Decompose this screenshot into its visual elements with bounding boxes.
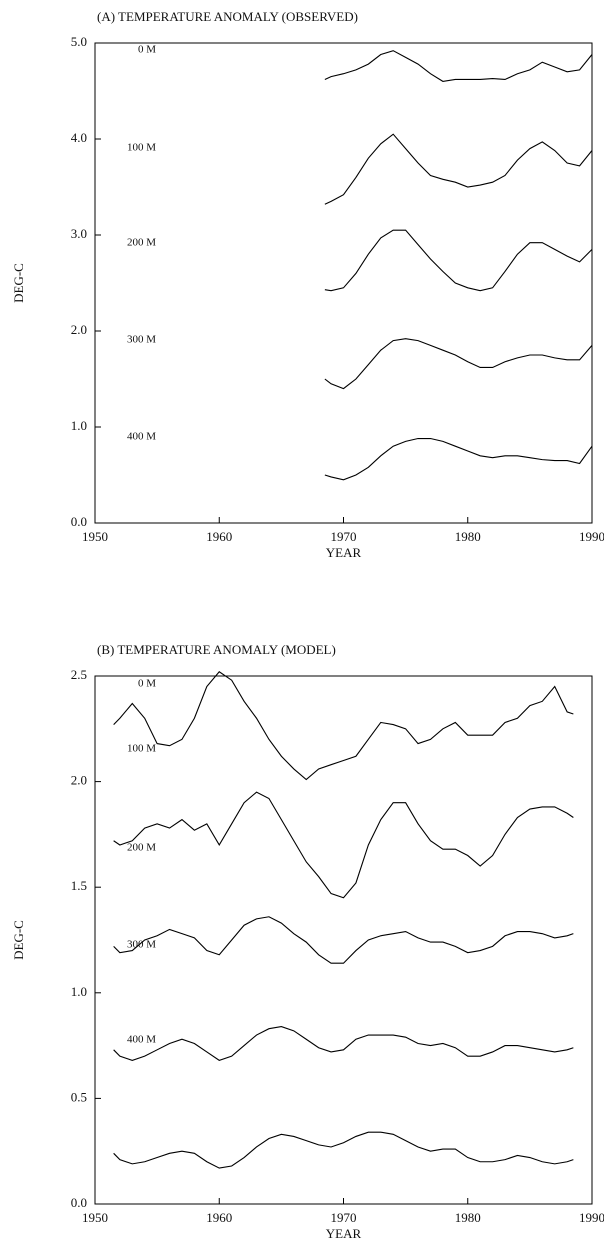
y-tick-label: 0.5: [71, 1089, 87, 1104]
x-tick-label: 1960: [206, 1210, 232, 1225]
series-label: 0 M: [138, 44, 156, 56]
y-tick-label: 5.0: [71, 34, 87, 49]
x-tick-label: 1950: [82, 529, 108, 544]
x-tick-label: 1950: [82, 1210, 108, 1225]
series-line: [324, 229, 593, 292]
series-label: 400 M: [127, 431, 156, 443]
x-tick-label: 1970: [331, 529, 357, 544]
x-tick-label: 1970: [331, 1210, 357, 1225]
series-label: 0 M: [138, 678, 156, 690]
x-axis-label: YEAR: [326, 545, 362, 560]
y-tick-label: 3.0: [71, 226, 87, 241]
y-tick-label: 2.5: [71, 667, 87, 682]
series-line: [324, 50, 593, 82]
x-tick-label: 1990: [579, 529, 604, 544]
series-line: [113, 671, 574, 781]
y-tick-label: 0.0: [71, 514, 87, 529]
x-axis-label: YEAR: [326, 1226, 362, 1241]
y-tick-label: 2.0: [71, 322, 87, 337]
x-tick-label: 1960: [206, 529, 232, 544]
x-tick-label: 1980: [455, 529, 481, 544]
series-line: [324, 338, 593, 390]
series-line: [113, 916, 574, 964]
series-label: 300 M: [127, 334, 156, 346]
y-tick-label: 1.5: [71, 878, 87, 893]
chart-title: (B) TEMPERATURE ANOMALY (MODEL): [97, 642, 336, 657]
series-label: 400 M: [127, 1034, 156, 1046]
series-line: [113, 1131, 574, 1169]
series-label: 200 M: [127, 237, 156, 249]
y-tick-label: 1.0: [71, 984, 87, 999]
series-line: [324, 133, 593, 205]
plot-frame: [94, 675, 593, 1205]
x-tick-label: 1990: [579, 1210, 604, 1225]
y-axis-label: DEG-C: [11, 263, 26, 303]
y-tick-label: 2.0: [71, 773, 87, 788]
series-label: 100 M: [127, 142, 156, 154]
series-label: 200 M: [127, 842, 156, 854]
series-line: [324, 437, 593, 481]
series-label: 100 M: [127, 743, 156, 755]
series-line: [113, 1026, 574, 1061]
x-tick-label: 1980: [455, 1210, 481, 1225]
y-tick-label: 1.0: [71, 418, 87, 433]
series-line: [113, 791, 574, 899]
y-axis-label: DEG-C: [11, 920, 26, 960]
plot-frame: [94, 42, 593, 524]
y-tick-label: 4.0: [71, 130, 87, 145]
series-label: 300 M: [127, 939, 156, 951]
chart-title: (A) TEMPERATURE ANOMALY (OBSERVED): [97, 9, 358, 24]
y-tick-label: 0.0: [71, 1195, 87, 1210]
